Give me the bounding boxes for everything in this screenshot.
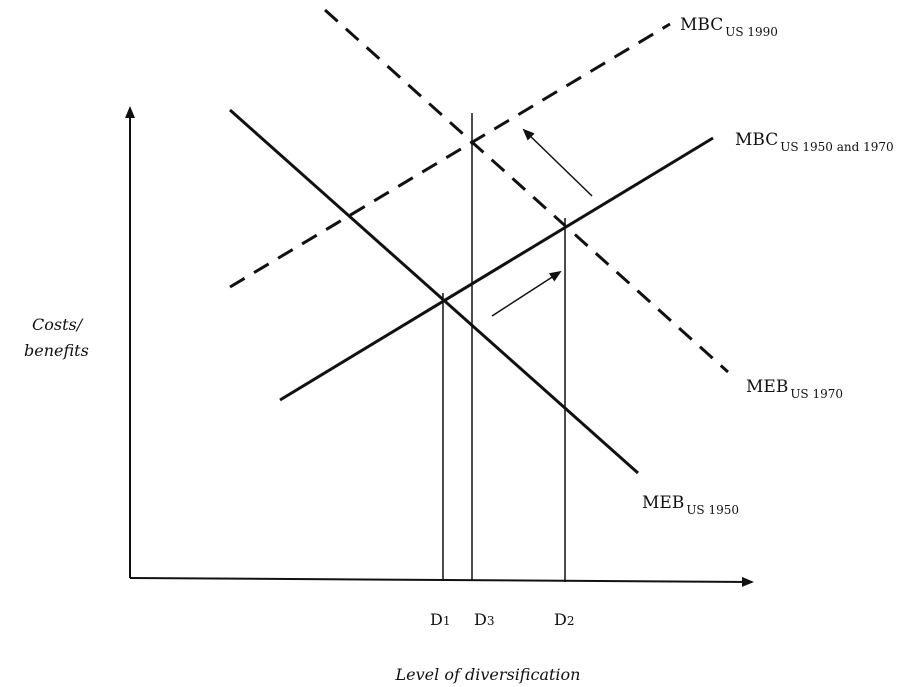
tick-label-d2: D2 (554, 610, 574, 629)
x-axis-label: Level of diversification (395, 665, 581, 684)
meb-1950-label: MEB US 1950 (642, 493, 739, 517)
mbc-1950-1970-label: MBC US 1950 and 1970 (735, 130, 894, 154)
meb-1950-line (229, 108, 639, 475)
mbc-shift-arrow (522, 128, 593, 197)
mbc-1950-1970-line (279, 136, 714, 402)
meb-1970-label: MEB US 1970 (746, 377, 843, 401)
tick-label-d3: D3 (474, 610, 494, 629)
mbc-1990-label: MBC US 1990 (680, 15, 778, 39)
meb-1970-line (323, 8, 730, 374)
mbc-1990-line (229, 22, 671, 289)
y-axis-label-line1: Costs/ (32, 315, 84, 334)
y-axis-label-line2: benefits (24, 341, 89, 360)
meb-shift-arrow (491, 270, 562, 317)
x-axis (129, 576, 754, 587)
tick-label-d1: D1 (430, 610, 450, 629)
